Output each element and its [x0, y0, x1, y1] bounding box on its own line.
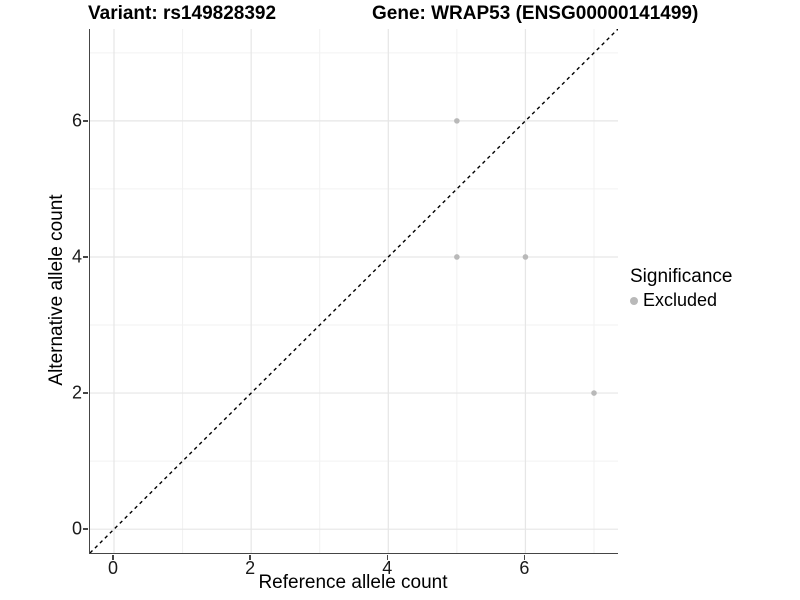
x-tick-mark	[112, 554, 114, 560]
legend-title: Significance	[630, 266, 733, 287]
x-axis-title: Reference allele count	[258, 572, 448, 593]
y-tick-mark	[82, 528, 88, 530]
variant-title: Variant: rs149828392	[88, 3, 277, 24]
x-tick-mark	[249, 554, 251, 560]
y-tick-label: 6	[71, 110, 82, 131]
x-tick-mark	[386, 554, 389, 560]
plot-panel	[89, 29, 618, 554]
legend: Significance Excluded	[630, 266, 732, 311]
x-tick-label: 4	[382, 558, 393, 578]
legend-items: Excluded	[630, 290, 732, 311]
y-tick-label: 4	[71, 246, 82, 267]
y-axis-title: Alternative allele count	[46, 194, 67, 386]
data-point	[454, 118, 460, 124]
data-point	[591, 390, 597, 396]
y-tick-mark	[82, 392, 88, 394]
legend-point-icon	[630, 296, 638, 305]
y-tick-label: 0	[71, 518, 82, 539]
identity-dashed-line	[90, 29, 618, 553]
data-point	[522, 254, 529, 260]
x-tick-label: 6	[519, 558, 530, 578]
plot-canvas	[90, 29, 618, 553]
y-tick-mark	[82, 256, 88, 258]
x-tick-label: 0	[107, 558, 118, 578]
x-tick-mark	[523, 554, 526, 560]
y-tick-mark	[82, 120, 88, 122]
x-tick-label: 2	[245, 558, 256, 578]
legend-item: Excluded	[630, 290, 732, 311]
y-tick-label: 2	[71, 382, 82, 403]
data-point	[454, 254, 460, 260]
legend-item-label: Excluded	[643, 290, 718, 310]
gene-title: Gene: WRAP53 (ENSG00000141499)	[372, 3, 699, 24]
